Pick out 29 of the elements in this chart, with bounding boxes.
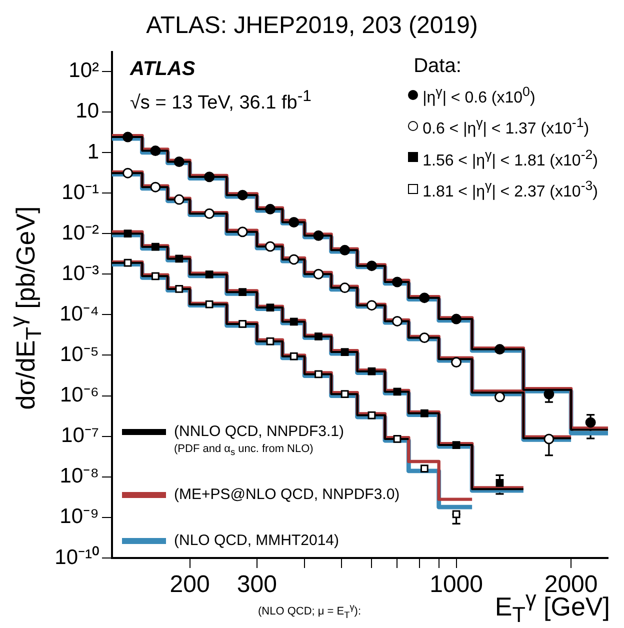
legend-label: |η$^{γ}$| < 0.6 (x10$^{0}$): [422, 83, 536, 108]
legend-label: 1.81 < |η$^{γ}$| < 2.37 (x10$^{-3}$): [422, 176, 598, 202]
y-tick-label: 10⁻³: [62, 262, 99, 285]
x-tick-label: 1000: [430, 571, 483, 598]
y-tick-label: 10⁻⁸: [60, 464, 99, 488]
chart-title: ATLAS: JHEP2019, 203 (2019): [145, 12, 479, 40]
legend-label: (NNLO QCD, NNPDF3.1): [174, 422, 344, 442]
y-tick-label: 10⁻⁵: [60, 343, 99, 366]
legend-label: (ME+PS@NLO QCD, NNPDF3.0): [174, 485, 400, 506]
x-tick-label: 300: [236, 571, 277, 598]
y-tick-label: 10⁻¹⁰: [54, 546, 99, 569]
legend-label: (NLO QCD, MMHT2014): [174, 531, 340, 552]
legend-label: 1.56 < |η$^{γ}$| < 1.81 (x10$^{-2}$): [422, 146, 598, 171]
y-tick-label: 10⁻⁴: [60, 302, 99, 326]
annotation: ATLAS: [130, 58, 196, 81]
y-tick-label: 10⁻¹: [62, 180, 99, 204]
y-tick-label: 10: [76, 100, 99, 123]
y-tick-label: 10⁻⁹: [60, 505, 99, 528]
legend-label: 0.6 < |η$^{γ}$| < 1.37 (x10$^{-1}$): [422, 114, 590, 140]
annotation: √s = 13 TeV, 36.1 fb$^{-1}$: [130, 88, 312, 114]
y-tick-label: 10²: [68, 59, 99, 82]
x-tick-label: 200: [170, 571, 210, 598]
y-tick-label: 10⁻⁷: [61, 424, 99, 448]
legend-title: Data:: [414, 54, 462, 79]
y-tick-label: 10⁻²: [62, 221, 99, 244]
y-tick-label: 10⁻⁶: [60, 384, 99, 407]
annotation: (PDF and α$_{s}$ unc. from NLO): [174, 442, 314, 460]
text: (NLO QCD; μ = E$_{T}$$^{γ}$):: [258, 602, 362, 620]
y-tick-label: 1: [87, 140, 99, 164]
